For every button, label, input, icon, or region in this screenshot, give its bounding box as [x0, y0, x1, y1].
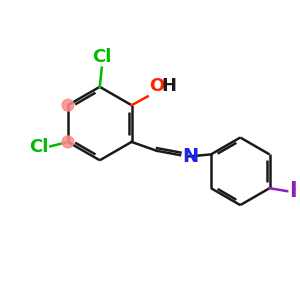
- Text: O: O: [149, 77, 164, 95]
- Circle shape: [62, 99, 74, 111]
- Text: H: H: [161, 77, 176, 95]
- Circle shape: [62, 136, 74, 148]
- Text: Cl: Cl: [29, 138, 49, 156]
- Text: Cl: Cl: [92, 48, 112, 66]
- Text: N: N: [182, 147, 199, 166]
- Text: I: I: [289, 181, 296, 201]
